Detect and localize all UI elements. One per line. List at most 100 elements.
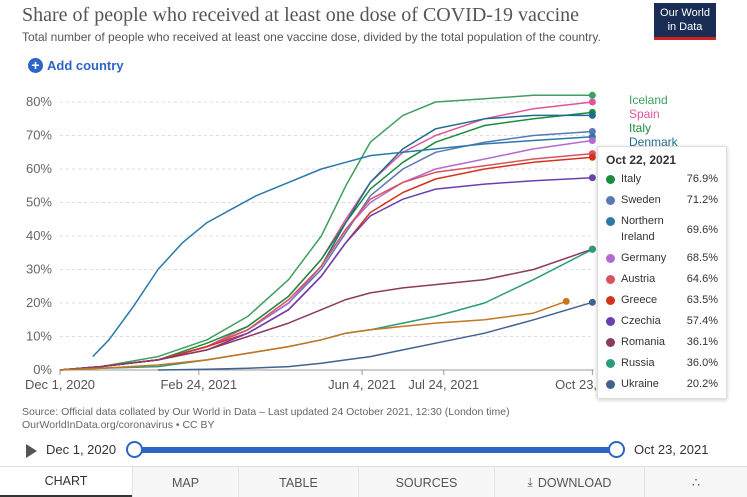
legend-dot-icon: [606, 254, 615, 263]
series-end-label: Spain: [629, 107, 660, 121]
tooltip-value: 20.2%: [686, 378, 718, 390]
tooltip-row: Romania 36.1%: [606, 336, 718, 350]
download-icon: ⤓: [527, 475, 533, 489]
plus-icon: +: [28, 58, 43, 73]
tab-bar: CHART MAP TABLE SOURCES ⤓ DOWNLOAD ∴: [0, 466, 747, 497]
tooltip-value: 63.5%: [686, 294, 718, 306]
owid-logo[interactable]: Our World in Data: [654, 3, 716, 37]
tooltip-country: Italy: [621, 173, 642, 185]
series-line-ukraine: [157, 301, 593, 371]
legend-dot-icon: [606, 175, 615, 184]
x-tick-label: Dec 1, 2020: [25, 377, 95, 392]
legend-dot-icon: [606, 275, 615, 284]
x-tick-label: Jul 24, 2021: [408, 377, 479, 392]
logo-line-1: Our World: [660, 7, 710, 19]
legend-dot-icon: [606, 317, 615, 326]
y-axis: 0% 10% 20% 30% 40% 50% 60% 70% 80%: [26, 94, 52, 377]
timeline-end-handle[interactable]: [608, 441, 625, 458]
legend-dot-icon: [606, 296, 615, 305]
y-tick-label: 20%: [26, 295, 52, 310]
tooltip-country: Northern Ireland: [621, 215, 664, 243]
x-tick-label: Jun 4, 2021: [328, 377, 396, 392]
tooltip-row: Italy 76.9%: [606, 173, 718, 187]
tooltip-value: 68.5%: [686, 252, 718, 264]
add-country-button[interactable]: + Add country: [28, 58, 124, 73]
y-tick-label: 80%: [26, 94, 52, 109]
series-point: [588, 127, 596, 135]
series-end-label: Italy: [629, 121, 651, 135]
source-line-1: Source: Official data collated by Our Wo…: [22, 406, 510, 418]
series-line-italy: [59, 111, 593, 371]
series-point: [588, 91, 596, 99]
legend-dot-icon: [606, 359, 615, 368]
tooltip-value: 71.2%: [686, 194, 718, 206]
legend-dot-icon: [606, 338, 615, 347]
hover-tooltip: Oct 22, 2021 Italy 76.9% Sweden 71.2% Northe…: [597, 146, 727, 399]
y-tick-label: 0%: [33, 362, 52, 377]
series-line-northern-ireland: [92, 136, 593, 358]
series-line-romania: [59, 248, 593, 371]
tooltip-value: 64.6%: [686, 273, 718, 285]
series-line-iceland: [59, 94, 593, 371]
tab-sources[interactable]: SOURCES: [358, 467, 494, 497]
tooltip-value: 36.0%: [686, 357, 718, 369]
series-point: [588, 98, 596, 106]
tooltip-country: Ukraine: [621, 378, 659, 390]
tooltip-row: Ukraine 20.2%: [606, 378, 718, 392]
chart-subtitle: Total number of people who received at l…: [22, 30, 601, 44]
tab-chart[interactable]: CHART: [0, 467, 132, 497]
x-tick-label: Feb 24, 2021: [160, 377, 237, 392]
y-tick-label: 60%: [26, 161, 52, 176]
series-point: [588, 245, 596, 253]
tooltip-value: 76.9%: [686, 173, 718, 185]
series-point: [588, 137, 596, 145]
timeline-end-label: Oct 23, 2021: [634, 442, 709, 457]
tab-table[interactable]: TABLE: [238, 467, 358, 497]
logo-underline: [654, 37, 716, 40]
logo-line-2: in Data: [667, 21, 703, 33]
series-point: [588, 174, 596, 182]
x-axis: Dec 1, 2020 Feb 24, 2021 Jun 4, 2021 Jul 24…: [25, 370, 630, 392]
tooltip-row: Greece 63.5%: [606, 294, 718, 308]
timeline-start-label: Dec 1, 2020: [46, 442, 117, 457]
timeline-track[interactable]: [135, 447, 617, 453]
tooltip-date: Oct 22, 2021: [606, 153, 677, 167]
legend-dot-icon: [606, 380, 615, 389]
series-end-label: Denmark: [629, 135, 679, 149]
series-end-label: Iceland: [629, 93, 668, 107]
tab-download[interactable]: ⤓ DOWNLOAD: [494, 467, 644, 497]
timeline[interactable]: Dec 1, 2020 Oct 23, 2021: [22, 440, 722, 462]
tooltip-row: Sweden 71.2%: [606, 194, 718, 208]
tooltip-country: Greece: [621, 294, 658, 306]
series-point: [562, 297, 570, 305]
tab-map[interactable]: MAP: [132, 467, 238, 497]
tooltip-country: Romania: [621, 336, 666, 348]
y-tick-label: 10%: [26, 329, 52, 344]
tooltip-row: Germany 68.5%: [606, 252, 718, 266]
series-point: [588, 298, 596, 306]
line-chart[interactable]: 0% 10% 20% 30% 40% 50% 60% 70% 80% Dec 1, 2020 Fe…: [0, 85, 747, 395]
tooltip-country: Austria: [621, 273, 656, 285]
tooltip-row: Austria 64.6%: [606, 273, 718, 287]
chart-title: Share of people who received at least on…: [22, 4, 580, 26]
tooltip-row: Northern Ireland 69.6%: [606, 215, 718, 245]
y-tick-label: 40%: [26, 228, 52, 243]
series-line-germany: [59, 139, 593, 371]
tooltip-country: Germany: [621, 252, 667, 264]
tooltip-value: 36.1%: [686, 336, 718, 348]
tooltip-country: Russia: [621, 357, 655, 369]
tab-share[interactable]: ∴: [644, 467, 747, 497]
series-point: [588, 153, 596, 161]
source-line-2[interactable]: OurWorldInData.org/coronavirus • CC BY: [22, 419, 215, 431]
series-lines: [59, 91, 596, 371]
y-tick-label: 50%: [26, 195, 52, 210]
tooltip-row: Russia 36.0%: [606, 357, 718, 371]
tooltip-row: Czechia 57.4%: [606, 315, 718, 329]
series-line-other: [59, 300, 567, 371]
legend-dot-icon: [606, 217, 615, 226]
download-label: DOWNLOAD: [537, 475, 612, 490]
play-icon[interactable]: [26, 444, 37, 458]
series-point: [588, 111, 596, 119]
timeline-start-handle[interactable]: [126, 441, 143, 458]
